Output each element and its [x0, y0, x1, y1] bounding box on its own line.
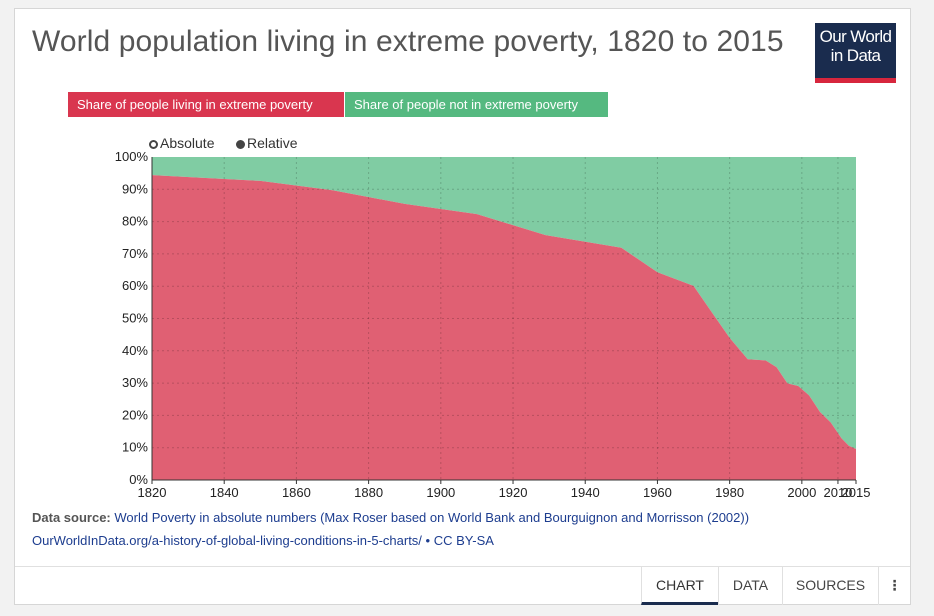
x-tick-label: 1880: [354, 485, 383, 500]
x-tick-label: 1920: [499, 485, 528, 500]
chart-title: World population living in extreme pover…: [32, 25, 784, 58]
chart-card: World population living in extreme pover…: [14, 8, 911, 605]
y-tick-label: 70%: [122, 246, 148, 261]
absolute-label: Absolute: [160, 135, 215, 151]
data-source: Data source: World Poverty in absolute n…: [32, 510, 749, 525]
legend-poverty-button[interactable]: Share of people living in extreme povert…: [68, 92, 344, 117]
radio-unchecked-icon: [149, 140, 158, 149]
series-area-not-in-poverty: [152, 157, 856, 449]
radio-checked-icon: [236, 140, 245, 149]
y-tick-label: 90%: [122, 181, 148, 196]
logo-line-1: Our World: [819, 27, 892, 46]
y-tick-label: 100%: [115, 149, 149, 164]
source-link[interactable]: World Poverty in absolute numbers (Max R…: [114, 510, 750, 525]
y-tick-label: 30%: [122, 375, 148, 390]
x-tick-label: 1980: [715, 485, 744, 500]
legend-not-poverty-button[interactable]: Share of people not in extreme poverty: [345, 92, 608, 117]
x-tick-label: 1840: [210, 485, 239, 500]
x-tick-label: 1940: [571, 485, 600, 500]
y-tick-label: 0%: [129, 472, 148, 487]
source-url-line: OurWorldInData.org/a-history-of-global-l…: [32, 533, 494, 548]
license-link[interactable]: • CC BY-SA: [425, 533, 494, 548]
poverty-area-chart: 0% 10% 20% 30% 40% 50% 60% 70% 80% 90% 100% 1820 184…: [115, 149, 871, 500]
y-tick-label: 40%: [122, 343, 148, 358]
y-tick-label: 60%: [122, 278, 148, 293]
y-tick-label: 10%: [122, 440, 148, 455]
x-tick-label: 1860: [282, 485, 311, 500]
tab-sources[interactable]: SOURCES: [782, 567, 878, 605]
y-tick-label: 50%: [122, 311, 148, 326]
x-tick-label: 1900: [426, 485, 455, 500]
x-tick-label: 1820: [138, 485, 167, 500]
x-tick-label: 2010: [823, 485, 852, 500]
absolute-radio[interactable]: Absolute: [149, 135, 214, 151]
y-tick-label: 20%: [122, 407, 148, 422]
tab-data[interactable]: DATA: [718, 567, 782, 605]
relative-label: Relative: [247, 135, 298, 151]
x-tick-label: 1960: [643, 485, 672, 500]
source-label: Data source:: [32, 510, 111, 525]
relative-radio[interactable]: Relative: [236, 135, 298, 151]
x-tick-label: 2000: [787, 485, 816, 500]
tab-bar: CHART DATA SOURCES ⋮: [15, 566, 910, 605]
series-area-extreme-poverty: [152, 175, 856, 480]
tab-chart[interactable]: CHART: [641, 567, 718, 605]
logo-line-2: in Data: [830, 46, 881, 65]
y-tick-label: 80%: [122, 214, 148, 229]
x-tick-label: 2015: [842, 485, 871, 500]
more-options-icon[interactable]: ⋮: [878, 567, 910, 605]
owid-url-link[interactable]: OurWorldInData.org/a-history-of-global-l…: [32, 533, 422, 548]
owid-logo[interactable]: Our World in Data: [815, 23, 896, 83]
